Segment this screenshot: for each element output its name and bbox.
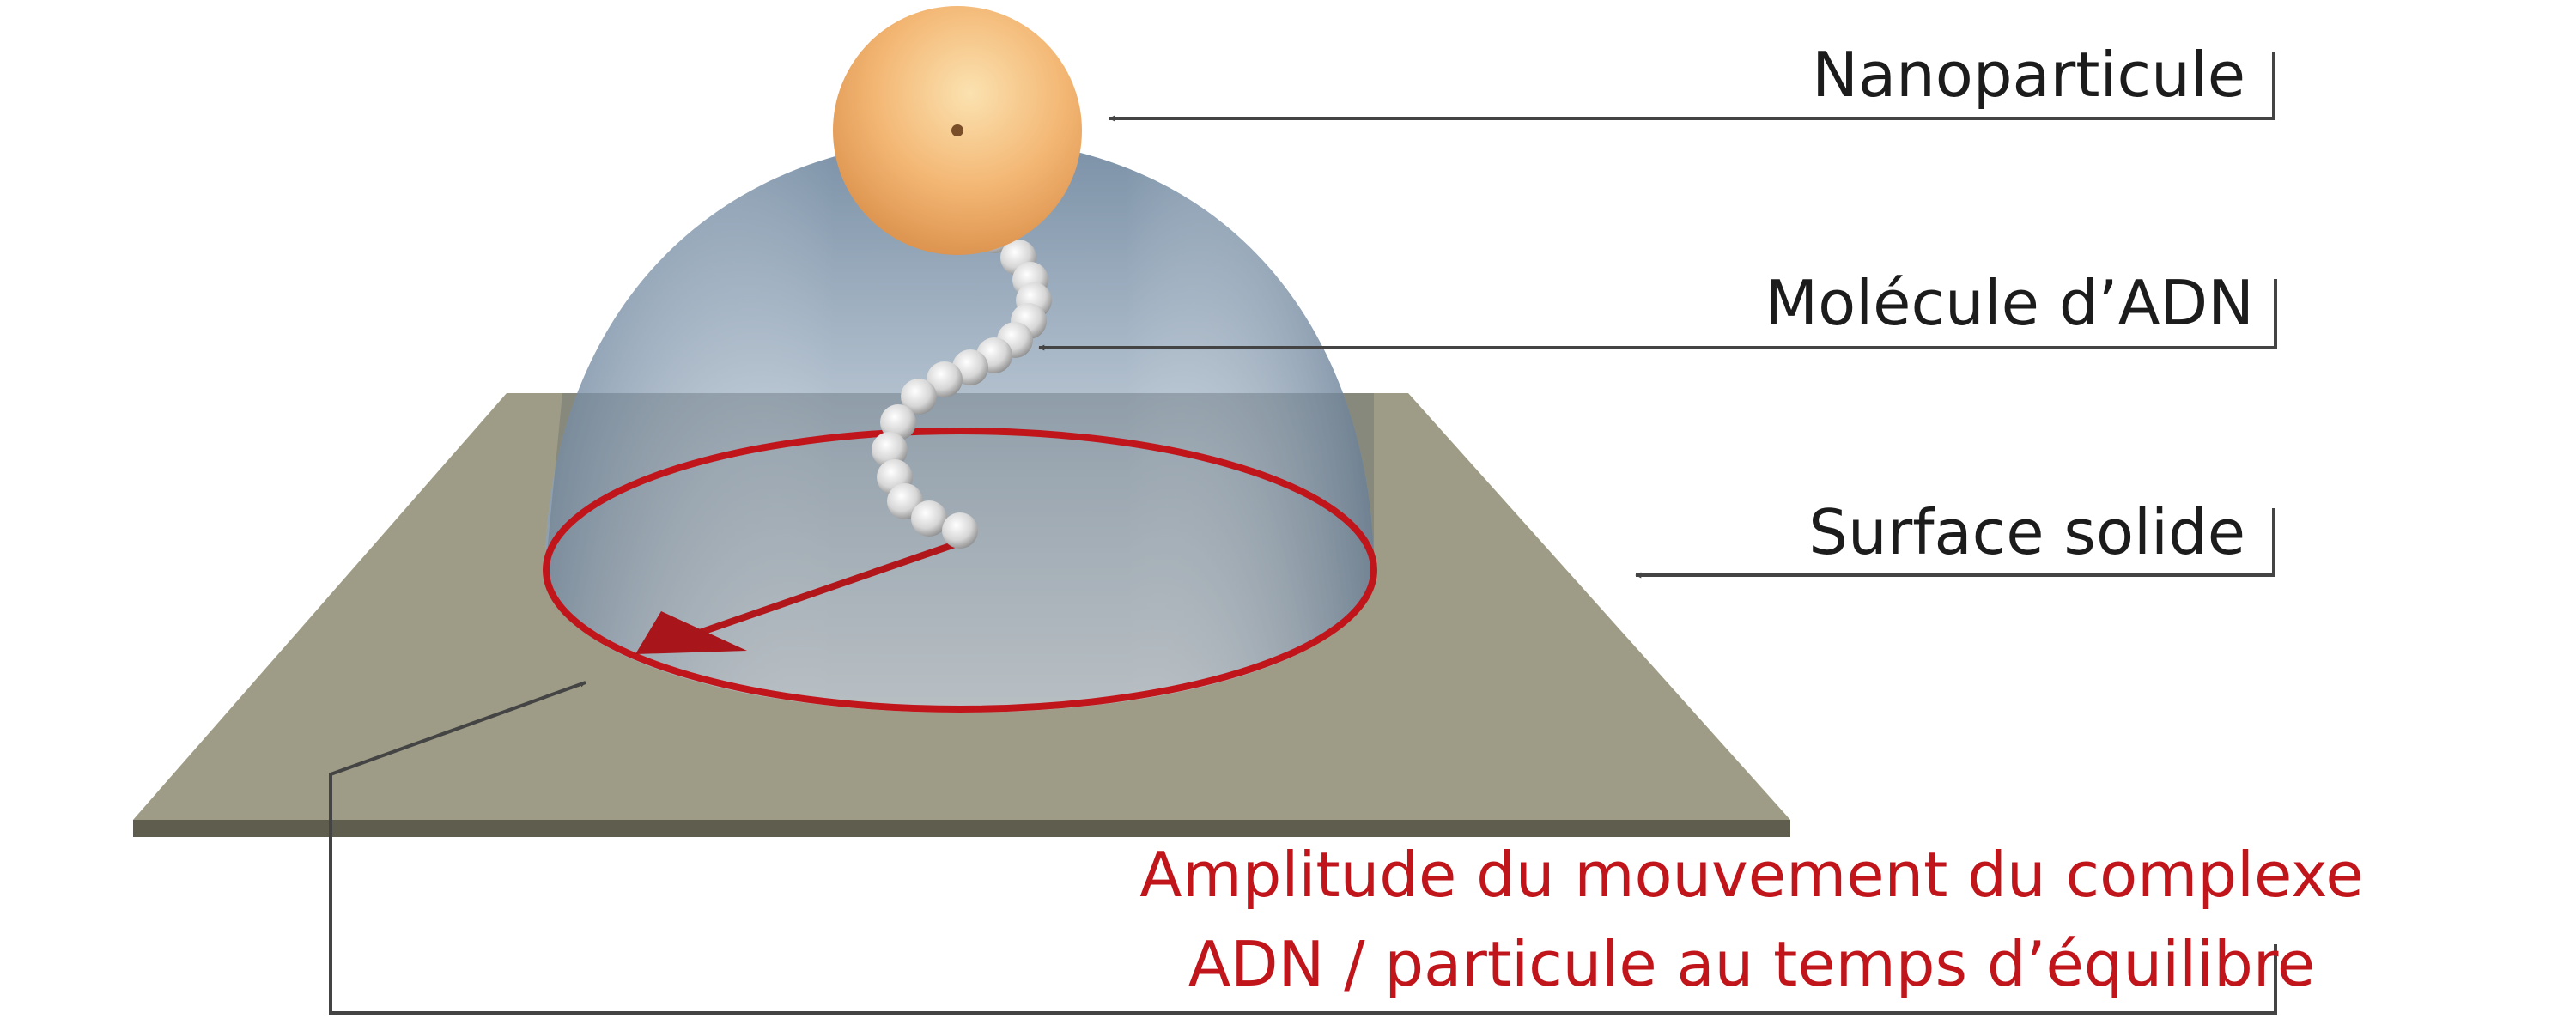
label-nanoparticle: Nanoparticule <box>1109 39 2275 122</box>
circle-outline <box>543 428 1377 713</box>
label-amplitude-line1: Amplitude du mouvement du complexe <box>1139 839 2363 911</box>
surface-front-edge <box>133 820 1790 837</box>
label-dna-molecule-text: Molécule d’ADN <box>1765 267 2254 339</box>
dome-shading <box>545 137 1374 713</box>
dna-bead <box>927 361 963 397</box>
label-solid-surface: Surface solide <box>1635 496 2275 579</box>
pointer-amplitude <box>329 681 2277 1015</box>
radius-line <box>685 539 962 640</box>
dome-base-shadow <box>545 393 1374 713</box>
dna-bead <box>880 404 916 440</box>
dna-bead <box>872 432 908 468</box>
dna-bead <box>911 500 947 537</box>
label-amplitude: Amplitude du mouvement du complexe ADN /… <box>329 681 2364 1015</box>
pointer-dna-molecule <box>1038 279 2277 351</box>
nanoparticle-center-dot <box>951 124 963 136</box>
hemisphere-dome <box>545 137 1374 713</box>
amplitude-radius-arrow <box>635 539 962 654</box>
radius-arrowhead <box>635 611 747 654</box>
dna-bead <box>942 512 978 549</box>
label-solid-surface-text: Surface solide <box>1808 496 2245 568</box>
label-amplitude-line2: ADN / particule au temps d’équilibre <box>1188 928 2315 1000</box>
pointer-solid-surface <box>1635 508 2275 579</box>
label-dna-molecule: Molécule d’ADN <box>1038 267 2277 351</box>
pointer-nanoparticle <box>1109 52 2275 122</box>
amplitude-circle <box>543 428 1377 713</box>
dna-bead <box>901 379 937 415</box>
nanoparticle <box>833 6 1082 255</box>
label-nanoparticle-text: Nanoparticule <box>1812 39 2245 111</box>
